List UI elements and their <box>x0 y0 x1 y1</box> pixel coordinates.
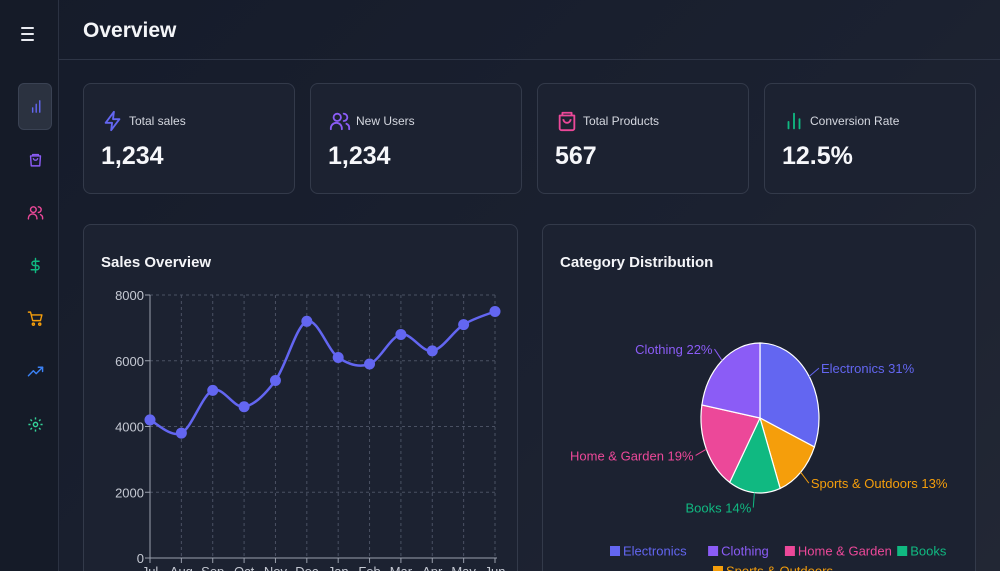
legend-swatch <box>610 546 620 556</box>
cart-icon <box>27 311 43 326</box>
sales-series-line <box>149 310 496 436</box>
header: Overview <box>59 0 1000 60</box>
x-tick-label: Feb <box>358 564 380 571</box>
sidebar-item-revenue[interactable] <box>18 242 52 289</box>
data-point[interactable] <box>269 374 281 386</box>
data-point[interactable] <box>426 345 438 357</box>
stat-label: Conversion Rate <box>810 114 900 128</box>
y-tick-label: 6000 <box>115 354 144 369</box>
data-point[interactable] <box>144 414 156 426</box>
data-point[interactable] <box>175 427 187 439</box>
sidebar-item-analytics[interactable] <box>18 83 52 130</box>
data-point[interactable] <box>458 319 470 331</box>
legend-item[interactable]: Sports & Outdoors <box>726 564 833 571</box>
data-point[interactable] <box>364 358 376 370</box>
users-icon <box>329 112 351 131</box>
y-tick-label: 0 <box>137 551 144 566</box>
sidebar-item-orders[interactable] <box>18 295 52 342</box>
bar-chart-icon <box>31 100 40 113</box>
stat-value: 1,234 <box>101 142 164 170</box>
data-point[interactable] <box>301 315 313 327</box>
x-tick-label: May <box>451 564 476 571</box>
pie-slice[interactable] <box>759 342 820 448</box>
sales-overview-panel: Sales Overview 0 2000 4000 6000 8000 Jul Aug Se… <box>83 224 518 571</box>
panel-title: Category Distribution <box>560 254 714 271</box>
gear-icon <box>27 417 43 432</box>
bar-chart-icon <box>787 112 801 130</box>
shopping-bag-icon <box>558 111 576 132</box>
pie-leader-line <box>800 471 810 484</box>
menu-icon[interactable] <box>14 22 40 46</box>
data-point[interactable] <box>332 351 344 363</box>
sidebar-item-trends[interactable] <box>18 348 52 395</box>
legend-swatch <box>708 546 719 556</box>
x-tick-label: Mar <box>390 564 413 571</box>
sidebar-item-products[interactable] <box>18 136 52 183</box>
pie-leader-line <box>695 448 707 456</box>
pie-leader-line <box>714 348 723 361</box>
x-tick-label: Aug <box>170 564 193 571</box>
data-point[interactable] <box>238 401 250 413</box>
stat-card-new-users: New Users 1,234 <box>310 83 522 194</box>
x-tick-label: Dec <box>295 564 319 571</box>
pie-label: Home & Garden 19% <box>570 448 694 463</box>
dollar-icon <box>30 257 40 274</box>
x-tick-label: Jan <box>328 564 349 571</box>
x-tick-label: Apr <box>422 564 443 571</box>
trending-up-icon <box>27 366 43 377</box>
legend-swatch <box>713 566 723 571</box>
legend-swatch <box>897 546 908 556</box>
page-title: Overview <box>83 19 177 42</box>
stat-value: 567 <box>555 142 597 170</box>
x-tick-label: Nov <box>264 564 288 571</box>
sales-line-chart: 0 2000 4000 6000 8000 Jul Aug Sep Oct Nov Dec Jan Fe… <box>115 288 506 571</box>
x-tick-label: Jul <box>142 564 159 571</box>
pie-label: Clothing 22% <box>635 342 713 357</box>
pie-leader-line <box>752 492 755 508</box>
sidebar-item-settings[interactable] <box>18 401 52 448</box>
users-icon <box>27 206 43 220</box>
category-pie-chart: Electronics 31% Sports & Outdoors 13% Book… <box>570 342 948 571</box>
sidebar <box>0 0 59 571</box>
stat-card-conversion-rate: Conversion Rate 12.5% <box>764 83 976 194</box>
stat-label: Total sales <box>129 114 186 128</box>
pie-slice[interactable] <box>701 342 761 419</box>
pie-leader-line <box>808 367 820 377</box>
lightning-icon <box>104 110 121 132</box>
stat-label: New Users <box>356 114 415 128</box>
legend-item[interactable]: Home & Garden <box>798 544 892 559</box>
pie-label: Books 14% <box>686 501 752 516</box>
x-tick-label: Oct <box>234 564 255 571</box>
pie-label: Sports & Outdoors 13% <box>811 476 948 491</box>
stat-label: Total Products <box>583 114 660 128</box>
data-point[interactable] <box>489 305 501 317</box>
data-point[interactable] <box>207 384 219 396</box>
data-point[interactable] <box>395 328 407 340</box>
panel-title: Sales Overview <box>101 254 212 271</box>
pie-slice[interactable] <box>700 404 761 484</box>
stat-card-total-sales: Total sales 1,234 <box>83 83 295 194</box>
stat-value: 12.5% <box>782 142 853 170</box>
pie-label: Electronics 31% <box>821 361 915 376</box>
legend-item[interactable]: Electronics <box>623 544 687 559</box>
shopping-bag-icon <box>29 153 41 167</box>
y-tick-label: 8000 <box>115 288 144 303</box>
stat-card-total-products: Total Products 567 <box>537 83 749 194</box>
x-tick-label: Jun <box>485 564 506 571</box>
y-tick-label: 4000 <box>115 420 144 435</box>
legend-item[interactable]: Books <box>910 544 947 559</box>
legend-swatch <box>784 546 795 556</box>
category-distribution-panel: Category Distribution Electronics 31% Spo… <box>542 224 976 571</box>
legend-item[interactable]: Clothing <box>721 544 769 559</box>
pie-slice[interactable] <box>759 416 816 490</box>
sidebar-item-users[interactable] <box>18 189 52 236</box>
x-tick-label: Sep <box>201 564 224 571</box>
stat-value: 1,234 <box>328 142 391 170</box>
pie-legend: Electronics Clothing Home & Garden Books Spo… <box>610 544 947 571</box>
y-tick-label: 2000 <box>115 485 144 500</box>
